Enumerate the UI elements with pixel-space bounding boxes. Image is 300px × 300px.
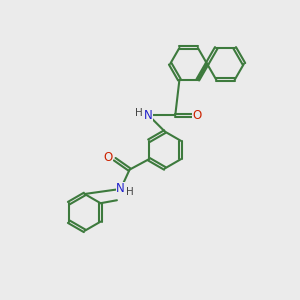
Text: N: N — [116, 182, 125, 195]
Text: N: N — [144, 109, 153, 122]
Text: H: H — [126, 187, 134, 197]
Text: O: O — [192, 109, 202, 122]
Text: H: H — [135, 108, 143, 118]
Text: O: O — [103, 151, 113, 164]
